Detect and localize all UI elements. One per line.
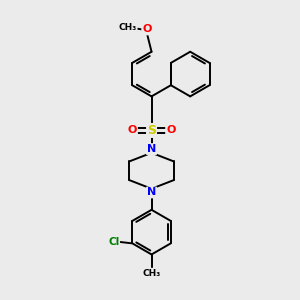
Text: N: N — [147, 144, 156, 154]
Text: CH₃: CH₃ — [142, 268, 161, 278]
Text: O: O — [142, 24, 152, 34]
Text: O: O — [166, 125, 176, 136]
Text: Cl: Cl — [108, 237, 119, 247]
Text: N: N — [147, 188, 156, 197]
Text: CH₃: CH₃ — [118, 23, 137, 32]
Text: O: O — [128, 125, 137, 136]
Text: S: S — [147, 124, 156, 137]
